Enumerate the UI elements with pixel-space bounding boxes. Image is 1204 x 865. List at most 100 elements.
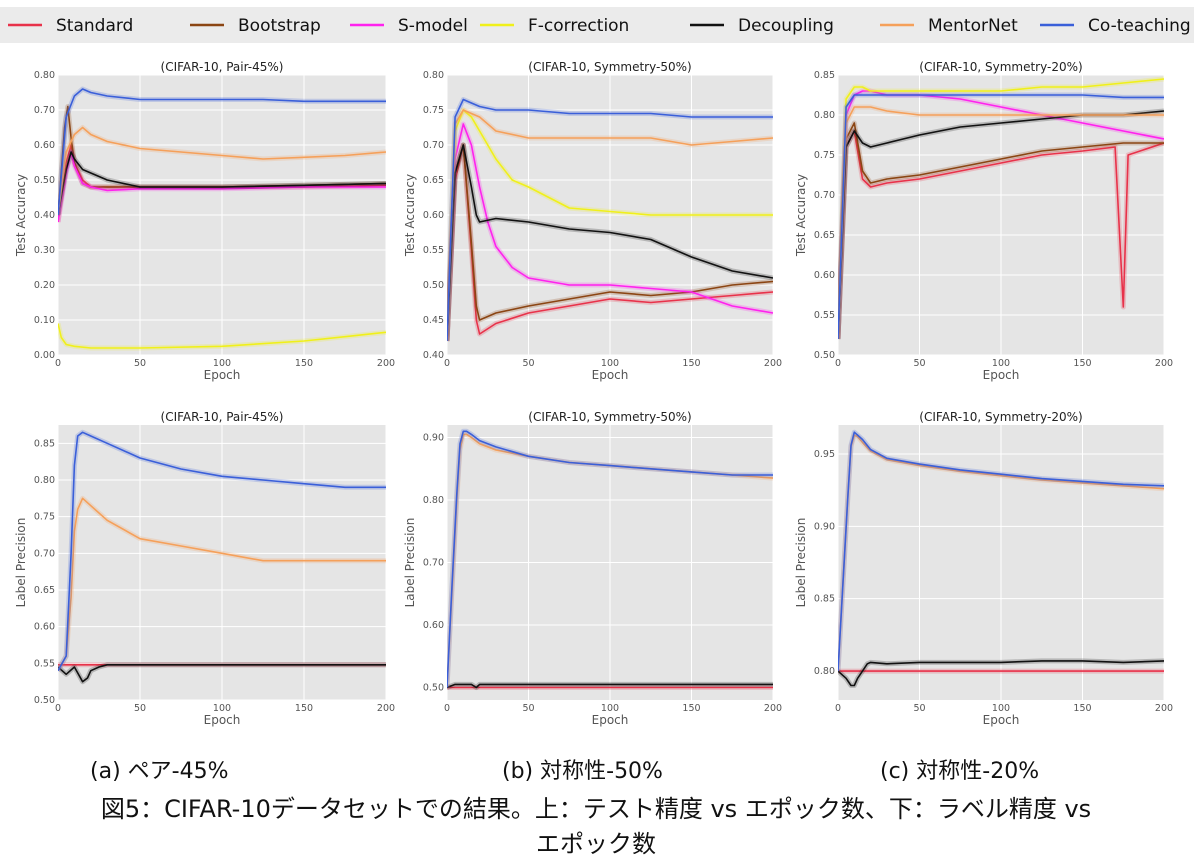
x-tick-label: 200 bbox=[764, 358, 782, 369]
series-line-co-teaching bbox=[447, 98, 773, 342]
y-tick-label: 0.65 bbox=[423, 175, 444, 186]
x-tick-label: 0 bbox=[55, 358, 61, 369]
chart-panel-sym50-accuracy: 0 50 100 150 200 0.40 0.45 0.50 0.55 0.60 0.65 0.70… bbox=[403, 60, 782, 382]
y-tick-label: 0.20 bbox=[34, 280, 55, 291]
legend-label: Decoupling bbox=[738, 16, 834, 36]
legend-label: S-model bbox=[398, 16, 468, 36]
x-tick-label: 0 bbox=[835, 358, 841, 369]
series-line-co-teaching bbox=[447, 430, 773, 688]
x-tick-label: 0 bbox=[835, 703, 841, 714]
y-tick-label: 0.90 bbox=[423, 433, 444, 444]
y-axis-label: Test Accuracy bbox=[794, 174, 808, 257]
series-line-decoupling bbox=[838, 660, 1164, 687]
y-tick-label: 0.80 bbox=[34, 475, 55, 486]
x-tick-label: 200 bbox=[1155, 703, 1173, 714]
series-line-co-teaching bbox=[58, 431, 386, 672]
series-line-decoupling bbox=[447, 683, 773, 689]
chart-title: (CIFAR-10, Symmetry-50%) bbox=[528, 60, 691, 74]
legend-item-decoupling: Decoupling bbox=[690, 16, 834, 36]
sub-label-b: (b) 対称性-50% bbox=[502, 759, 663, 784]
legend-item-f-correction: F-correction bbox=[480, 16, 629, 36]
x-tick-label: 150 bbox=[295, 358, 313, 369]
series-group bbox=[447, 428, 773, 690]
y-tick-label: 0.60 bbox=[814, 270, 835, 281]
series-group bbox=[58, 429, 386, 685]
chart-title: (CIFAR-10, Symmetry-20%) bbox=[919, 60, 1082, 74]
legend-label: F-correction bbox=[528, 16, 629, 36]
y-tick-label: 0.60 bbox=[423, 210, 444, 221]
y-tick-label: 0.50 bbox=[423, 280, 444, 291]
x-tick-label: 50 bbox=[913, 358, 925, 369]
y-axis-label: Test Accuracy bbox=[403, 174, 417, 257]
x-tick-label: 0 bbox=[55, 703, 61, 714]
chart-panel-sym50-precision: 0 50 100 150 200 0.50 0.60 0.70 0.80 0.90 (CIFAR-1… bbox=[403, 410, 782, 727]
chart-title: (CIFAR-10, Pair-45%) bbox=[161, 410, 284, 424]
figure-caption-line1: 図5：CIFAR-10データセットでの結果。上：テスト精度 vs エポック数、下… bbox=[101, 795, 1091, 823]
x-axis-label: Epoch bbox=[204, 713, 241, 727]
x-tick-label: 200 bbox=[764, 703, 782, 714]
y-axis-label: Label Precision bbox=[403, 518, 417, 608]
series-group bbox=[838, 76, 1164, 340]
y-tick-label: 0.75 bbox=[423, 105, 444, 116]
x-tick-label: 100 bbox=[601, 358, 619, 369]
y-tick-label: 0.80 bbox=[814, 110, 835, 121]
legend-item-co-teaching: Co-teaching bbox=[1040, 16, 1191, 36]
x-axis-label: Epoch bbox=[592, 368, 629, 382]
y-tick-label: 0.55 bbox=[34, 658, 55, 669]
chart-title: (CIFAR-10, Symmetry-50%) bbox=[528, 410, 691, 424]
legend-label: Standard bbox=[56, 16, 133, 36]
x-tick-label: 150 bbox=[682, 703, 700, 714]
chart-panel-sym20-precision: 0 50 100 150 200 0.80 0.85 0.90 0.95 (CIFAR-10, S… bbox=[794, 410, 1173, 727]
chart-panel-pair45-precision: 0 50 100 150 200 0.50 0.55 0.60 0.65 0.70 0.75 0.80… bbox=[14, 410, 395, 727]
x-axis-label: Epoch bbox=[983, 713, 1020, 727]
x-tick-label: 200 bbox=[1155, 358, 1173, 369]
legend-label: Co-teaching bbox=[1088, 16, 1191, 36]
y-tick-label: 0.80 bbox=[423, 70, 444, 81]
series-line-standard bbox=[838, 130, 1164, 340]
x-tick-label: 50 bbox=[134, 703, 146, 714]
y-axis-label: Label Precision bbox=[14, 518, 28, 608]
legend-item-standard: Standard bbox=[8, 16, 133, 36]
x-tick-label: 200 bbox=[377, 358, 395, 369]
x-axis-label: Epoch bbox=[204, 368, 241, 382]
x-tick-label: 50 bbox=[913, 703, 925, 714]
series-line-decoupling bbox=[58, 151, 386, 216]
x-tick-label: 150 bbox=[682, 358, 700, 369]
y-tick-label: 0.30 bbox=[34, 245, 55, 256]
x-tick-label: 100 bbox=[213, 703, 231, 714]
y-tick-label: 0.75 bbox=[34, 512, 55, 523]
y-tick-label: 0.60 bbox=[34, 622, 55, 633]
y-tick-label: 0.45 bbox=[423, 315, 444, 326]
y-tick-label: 0.70 bbox=[423, 558, 444, 569]
y-axis-label: Label Precision bbox=[794, 518, 808, 608]
x-tick-label: 50 bbox=[522, 703, 534, 714]
series-line-f-correction bbox=[58, 323, 386, 349]
y-tick-label: 0.70 bbox=[814, 190, 835, 201]
y-tick-label: 0.85 bbox=[814, 70, 835, 81]
legend-item-bootstrap: Bootstrap bbox=[190, 16, 321, 36]
y-tick-label: 0.80 bbox=[423, 495, 444, 506]
series-line-s-model bbox=[447, 123, 773, 342]
y-tick-label: 0.60 bbox=[34, 140, 55, 151]
y-tick-label: 0.85 bbox=[34, 438, 55, 449]
y-tick-label: 0.50 bbox=[423, 683, 444, 694]
series-line-f-correction bbox=[838, 78, 1164, 340]
legend: Standard Bootstrap S-model F-correction Deco… bbox=[0, 7, 1194, 43]
chart-title: (CIFAR-10, Pair-45%) bbox=[161, 60, 284, 74]
x-tick-label: 50 bbox=[134, 358, 146, 369]
x-tick-label: 50 bbox=[522, 358, 534, 369]
chart-panel-sym20-accuracy: 0 50 100 150 200 0.50 0.55 0.60 0.65 0.70 0.75 0.80… bbox=[794, 60, 1173, 382]
x-axis-label: Epoch bbox=[983, 368, 1020, 382]
y-tick-label: 0.40 bbox=[34, 210, 55, 221]
x-tick-label: 150 bbox=[1073, 358, 1091, 369]
chart-title: (CIFAR-10, Symmetry-20%) bbox=[919, 410, 1082, 424]
y-tick-label: 0.65 bbox=[814, 230, 835, 241]
series-group bbox=[447, 97, 773, 342]
series-line-mentornet bbox=[58, 497, 386, 672]
series-line-mentornet bbox=[58, 126, 386, 216]
y-tick-label: 0.70 bbox=[34, 105, 55, 116]
series-line-co-teaching bbox=[838, 431, 1164, 672]
y-tick-label: 0.70 bbox=[34, 548, 55, 559]
y-tick-label: 0.55 bbox=[814, 310, 835, 321]
x-tick-label: 100 bbox=[992, 703, 1010, 714]
